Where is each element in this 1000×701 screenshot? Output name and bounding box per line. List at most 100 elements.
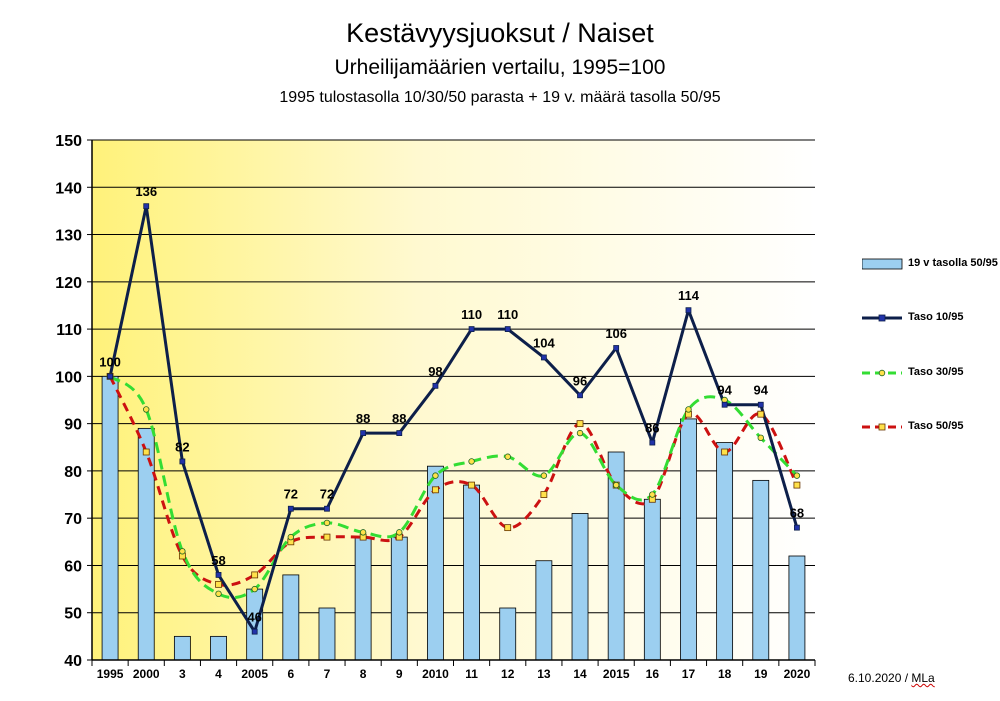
data-label: 106 xyxy=(605,326,627,341)
point-taso-10 xyxy=(540,354,547,361)
x-tick-label: 2015 xyxy=(603,667,630,681)
y-tick-label: 50 xyxy=(64,606,82,623)
data-label: 94 xyxy=(717,383,732,398)
point-taso-50 xyxy=(721,448,729,456)
x-tick-label: 17 xyxy=(682,667,696,681)
bar xyxy=(210,635,227,661)
data-label: 94 xyxy=(754,383,769,398)
point-taso-30 xyxy=(612,481,620,489)
chart-subtitle-2: 1995 tulostasolla 10/30/50 parasta + 19 … xyxy=(279,89,721,106)
bar xyxy=(173,635,191,661)
bar xyxy=(643,498,661,661)
point-taso-10 xyxy=(757,401,764,408)
y-tick-label: 90 xyxy=(64,417,82,434)
x-tick-label: 18 xyxy=(718,667,732,681)
y-tick-label: 120 xyxy=(55,275,82,292)
y-tick-label: 70 xyxy=(64,511,82,528)
data-label: 88 xyxy=(356,411,370,426)
legend-swatch-line xyxy=(862,314,902,322)
footer-credit: 6.10.2020 / MLa xyxy=(848,671,935,685)
bar xyxy=(788,555,806,661)
footer-date: 6.10.2020 / xyxy=(848,671,912,685)
y-tick-label: 130 xyxy=(55,228,82,245)
legend-swatch-bar xyxy=(862,258,903,270)
bar xyxy=(680,418,697,661)
x-tick-label: 11 xyxy=(465,667,478,681)
point-taso-30 xyxy=(576,429,584,437)
point-taso-10 xyxy=(287,505,294,512)
footer-author: MLa xyxy=(911,671,935,685)
point-taso-50 xyxy=(576,420,584,428)
data-label: 86 xyxy=(645,421,659,436)
x-tick-label: 8 xyxy=(360,667,367,681)
legend-label: Taso 10/95 xyxy=(908,311,964,323)
bar xyxy=(354,536,372,661)
y-tick-label: 80 xyxy=(64,464,82,481)
bar xyxy=(390,536,408,661)
y-tick-label: 100 xyxy=(55,369,82,386)
data-label: 114 xyxy=(678,288,700,303)
x-tick-label: 6 xyxy=(287,667,294,681)
point-taso-30 xyxy=(251,585,258,593)
point-taso-10 xyxy=(396,430,403,436)
point-taso-50 xyxy=(757,410,765,418)
point-taso-30 xyxy=(757,434,764,442)
legend-label: 19 v tasolla 50/95 xyxy=(908,257,998,269)
point-taso-50 xyxy=(468,481,475,489)
plot-area xyxy=(92,140,815,660)
point-taso-30 xyxy=(179,548,186,555)
bar xyxy=(101,375,119,661)
bar xyxy=(463,484,480,661)
point-taso-30 xyxy=(215,590,222,598)
legend-label: Taso 50/95 xyxy=(908,420,964,432)
x-tick-label: 2020 xyxy=(784,667,811,681)
x-tick-label: 14 xyxy=(573,667,587,681)
x-tick-label: 19 xyxy=(754,667,768,681)
x-tick-label: 4 xyxy=(215,667,222,681)
chart-subtitle: Urheilijamäärien vertailu, 1995=100 xyxy=(334,56,666,79)
point-taso-10 xyxy=(468,326,475,332)
bar xyxy=(318,607,336,661)
x-tick-label: 2005 xyxy=(241,667,268,681)
point-taso-50 xyxy=(142,448,150,456)
point-taso-10 xyxy=(179,458,186,465)
data-label: 58 xyxy=(211,553,225,568)
legend-swatch-line xyxy=(862,423,902,431)
point-taso-10 xyxy=(577,392,583,399)
bar xyxy=(282,574,300,661)
data-label: 104 xyxy=(533,335,555,350)
point-taso-50 xyxy=(215,580,222,588)
point-taso-50 xyxy=(432,486,439,494)
legend-swatch-line xyxy=(862,369,902,377)
point-taso-30 xyxy=(540,472,548,479)
point-taso-30 xyxy=(432,472,439,479)
bar xyxy=(499,607,517,661)
point-taso-10 xyxy=(504,326,511,332)
y-tick-label: 60 xyxy=(64,558,82,575)
x-tick-label: 12 xyxy=(501,667,515,681)
bar xyxy=(571,513,589,661)
point-taso-30 xyxy=(396,529,403,536)
x-tick-label: 16 xyxy=(646,667,660,681)
point-taso-10 xyxy=(721,401,728,408)
series-line-taso-30 xyxy=(109,375,799,600)
point-taso-30 xyxy=(143,406,150,413)
data-label: 110 xyxy=(461,307,482,322)
point-taso-30 xyxy=(359,529,367,536)
point-taso-10 xyxy=(107,373,113,380)
point-taso-30 xyxy=(287,533,295,541)
bar xyxy=(535,560,553,661)
x-tick-label: 7 xyxy=(324,667,331,681)
data-label: 82 xyxy=(175,439,189,454)
bar xyxy=(752,479,770,661)
x-tick-label: 3 xyxy=(179,667,186,681)
point-taso-30 xyxy=(649,491,656,498)
data-label: 88 xyxy=(392,411,406,426)
point-taso-10 xyxy=(251,628,258,635)
point-taso-10 xyxy=(613,345,620,351)
data-label: 110 xyxy=(497,307,518,322)
x-tick-label: 2010 xyxy=(422,667,449,681)
x-tick-label: 9 xyxy=(396,667,403,681)
x-tick-label: 2000 xyxy=(133,667,160,681)
